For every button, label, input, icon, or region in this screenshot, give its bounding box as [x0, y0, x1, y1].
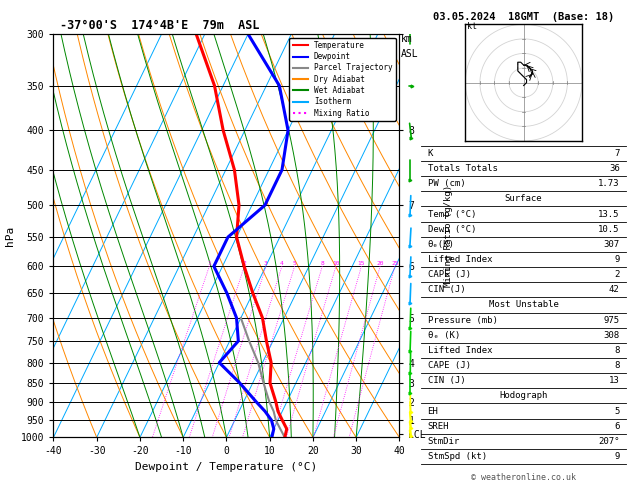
Text: 4: 4 — [280, 261, 284, 266]
Text: 9: 9 — [615, 452, 620, 461]
Text: θₑ (K): θₑ (K) — [428, 331, 460, 340]
Text: 5: 5 — [615, 407, 620, 416]
Text: 8: 8 — [615, 346, 620, 355]
Text: StmSpd (kt): StmSpd (kt) — [428, 452, 487, 461]
Text: Lifted Index: Lifted Index — [428, 255, 492, 264]
Text: θₑ(K): θₑ(K) — [428, 240, 454, 249]
Text: Totals Totals: Totals Totals — [428, 164, 498, 173]
Text: 3: 3 — [264, 261, 268, 266]
Text: 7: 7 — [615, 149, 620, 158]
Legend: Temperature, Dewpoint, Parcel Trajectory, Dry Adiabat, Wet Adiabat, Isotherm, Mi: Temperature, Dewpoint, Parcel Trajectory… — [289, 38, 396, 121]
Text: CAPE (J): CAPE (J) — [428, 270, 470, 279]
Text: 207°: 207° — [598, 437, 620, 446]
Text: 1.73: 1.73 — [598, 179, 620, 188]
Text: CAPE (J): CAPE (J) — [428, 361, 470, 370]
Text: km: km — [401, 34, 413, 44]
Text: 36: 36 — [609, 164, 620, 173]
Text: 8: 8 — [615, 361, 620, 370]
Text: 8: 8 — [320, 261, 324, 266]
Text: 42: 42 — [609, 285, 620, 295]
Text: 9: 9 — [615, 255, 620, 264]
Text: 307: 307 — [604, 240, 620, 249]
Text: StmDir: StmDir — [428, 437, 460, 446]
Text: Most Unstable: Most Unstable — [489, 300, 559, 310]
Text: kt: kt — [467, 22, 477, 31]
Text: 1: 1 — [208, 261, 211, 266]
Text: 03.05.2024  18GMT  (Base: 18): 03.05.2024 18GMT (Base: 18) — [433, 12, 615, 22]
Text: 10.5: 10.5 — [598, 225, 620, 234]
Text: -37°00'S  174°4B'E  79m  ASL: -37°00'S 174°4B'E 79m ASL — [60, 18, 259, 32]
Text: ASL: ASL — [401, 49, 419, 59]
Text: Pressure (mb): Pressure (mb) — [428, 315, 498, 325]
Text: 5: 5 — [292, 261, 296, 266]
Text: Lifted Index: Lifted Index — [428, 346, 492, 355]
Text: 10: 10 — [332, 261, 340, 266]
Text: Mixing Ratio (g/kg): Mixing Ratio (g/kg) — [445, 185, 454, 287]
Text: SREH: SREH — [428, 422, 449, 431]
Text: 975: 975 — [604, 315, 620, 325]
Text: Surface: Surface — [505, 194, 542, 203]
Text: 20: 20 — [376, 261, 384, 266]
Text: PW (cm): PW (cm) — [428, 179, 465, 188]
Text: © weatheronline.co.uk: © weatheronline.co.uk — [471, 473, 576, 482]
Text: Dewp (°C): Dewp (°C) — [428, 225, 476, 234]
Text: CIN (J): CIN (J) — [428, 285, 465, 295]
Text: 15: 15 — [358, 261, 365, 266]
Text: 2: 2 — [242, 261, 246, 266]
Text: K: K — [428, 149, 433, 158]
Text: 6: 6 — [615, 422, 620, 431]
Text: 13.5: 13.5 — [598, 209, 620, 219]
Text: Temp (°C): Temp (°C) — [428, 209, 476, 219]
Text: 2: 2 — [615, 270, 620, 279]
Text: 13: 13 — [609, 376, 620, 385]
Text: EH: EH — [428, 407, 438, 416]
Text: 25: 25 — [391, 261, 399, 266]
Text: CIN (J): CIN (J) — [428, 376, 465, 385]
Text: Hodograph: Hodograph — [499, 391, 548, 400]
X-axis label: Dewpoint / Temperature (°C): Dewpoint / Temperature (°C) — [135, 462, 318, 472]
Text: 308: 308 — [604, 331, 620, 340]
Y-axis label: hPa: hPa — [6, 226, 15, 246]
